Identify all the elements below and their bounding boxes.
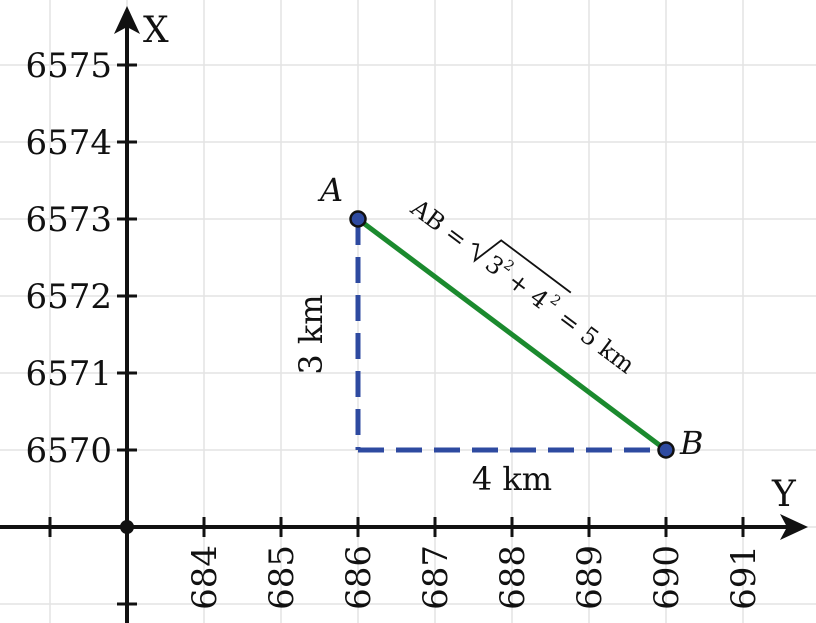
x-tick-label: 688 [493,545,533,610]
vertical-leg-label: 3 km [292,294,330,374]
origin-dot [120,520,134,534]
horizontal-leg-label: 4 km [472,460,552,498]
y-ticks: 6570 6571 6572 6573 6574 6575 [25,46,137,606]
y-tick-label: 6572 [25,277,112,317]
y-tick-label: 6573 [25,200,112,240]
point-b [657,441,675,459]
marks [349,210,675,459]
vertical-axis-arrow [114,6,140,34]
horizontal-axis-arrow [780,514,808,540]
x-tick-label: 691 [724,545,764,610]
point-b-label: B [679,424,704,462]
x-tick-label: 685 [262,545,302,610]
formula-rhs: = 5 km [553,304,640,379]
y-tick-label: 6574 [25,123,112,163]
radical-sign [472,239,572,294]
x-tick-label: 689 [570,545,610,610]
x-ticks: 684 685 686 687 688 689 690 691 [48,517,764,610]
y-axis-title: X [143,10,169,51]
axes [0,6,808,623]
x-tick-label: 686 [339,545,379,610]
x-tick-label: 690 [647,545,687,610]
x-axis-title: Y [771,474,797,515]
formula-lhs: AB = [405,193,473,254]
x-tick-label: 687 [416,545,456,610]
y-tick-label: 6571 [25,354,112,394]
x-tick-label: 684 [185,545,225,610]
point-a-label: A [317,171,343,209]
point-a [349,210,367,228]
segment-ab [356,217,668,452]
y-tick-label: 6570 [25,431,112,471]
y-tick-label: 6575 [25,46,112,86]
